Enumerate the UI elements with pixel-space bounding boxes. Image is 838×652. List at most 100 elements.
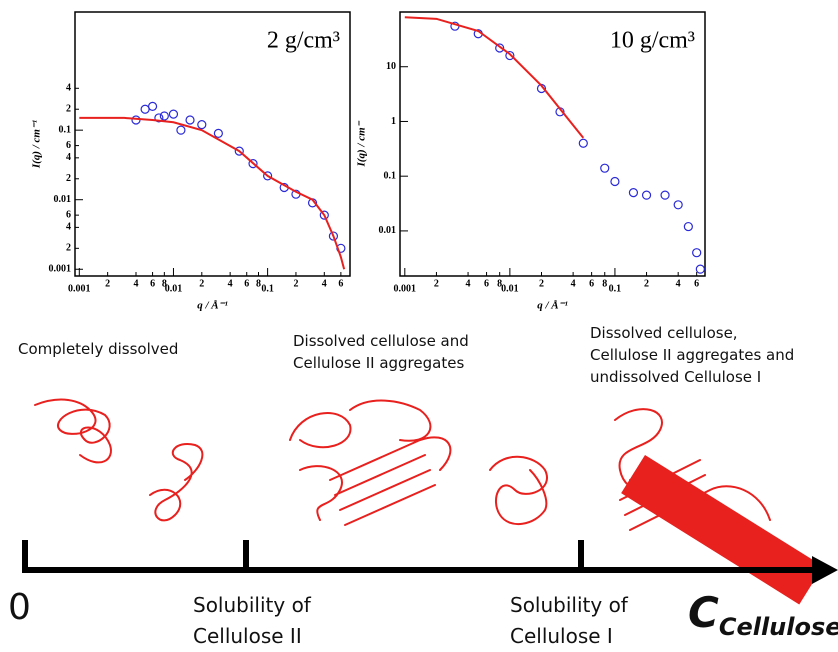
x-tick-label: 2 [293, 278, 298, 289]
y-tick-label: 6 [66, 209, 71, 220]
data-point [154, 113, 164, 123]
data-point [147, 101, 158, 111]
axis-label-line: Cellulose II [193, 624, 302, 648]
x-tick-label: 2 [434, 278, 439, 289]
fit-line [404, 16, 585, 139]
annotation: 10 g/cm³ [610, 28, 695, 54]
data-point [234, 146, 244, 156]
x-tick-label: 8 [256, 278, 261, 289]
x-tick-label: 4 [571, 278, 576, 289]
x-tick-label: 6 [338, 278, 343, 289]
caption: Dissolved cellulose and Cellulose II aggr… [293, 330, 469, 374]
data-point [628, 188, 639, 198]
concentration-axis [22, 540, 815, 573]
y-tick-label: 2 [66, 173, 71, 184]
axis-label-line: Cellulose I [510, 624, 613, 648]
data-point [660, 190, 670, 200]
x-tick-label: 4 [322, 278, 327, 289]
plot-frame [74, 11, 351, 277]
data-point [692, 248, 702, 258]
data-point [248, 159, 258, 169]
chain [289, 399, 452, 526]
caption-line: Cellulose II aggregates [293, 354, 465, 372]
data-point [213, 128, 223, 138]
data-point [495, 43, 505, 53]
y-tick-label: 10 [386, 61, 396, 72]
axis-label-line: 0 [8, 587, 31, 628]
chain [489, 455, 548, 525]
x-tick-label: 0.001 [68, 283, 91, 294]
x-tick-label: 0.001 [394, 283, 417, 294]
axis-title: CCellulose [688, 588, 838, 652]
y-tick-label: 4 [66, 83, 71, 94]
axis-label: 0 [8, 586, 31, 630]
data-point [168, 109, 179, 119]
x-tick-label: 6 [694, 278, 699, 289]
y-tick-label: 0.01 [379, 225, 397, 236]
axis-title-main: C [688, 588, 719, 637]
annotation: 2 g/cm³ [267, 28, 340, 54]
chart: 0.001 2 4 6 80.01 2 4 6 8 0.1 2 4 60.0012460.012460.… [31, 11, 351, 312]
x-tick-label: 4 [466, 278, 471, 289]
data-point [185, 115, 195, 125]
x-tick-label: 6 [244, 278, 249, 289]
x-tick-label: 6 [589, 278, 594, 289]
y-axis-label: I(q) / cm⁻ [356, 120, 368, 167]
x-tick-label: 8 [497, 278, 502, 289]
y-tick-label: 0.1 [59, 124, 72, 135]
x-tick-label: 4 [676, 278, 681, 289]
data-point [140, 104, 150, 114]
x-tick-label: 2 [199, 278, 204, 289]
x-tick-label: 2 [105, 278, 110, 289]
data-point [319, 210, 329, 220]
data-point [641, 190, 652, 200]
x-tick-label: 4 [228, 278, 233, 289]
x-tick-label: 6 [484, 278, 489, 289]
data-point [328, 231, 339, 241]
axis-label: Solubility of Cellulose I [510, 590, 628, 652]
y-tick-label: 4 [66, 152, 71, 163]
data-point [673, 200, 683, 210]
y-tick-label: 2 [66, 104, 71, 115]
y-tick-label: 2 [66, 243, 71, 254]
y-tick-label: 0.1 [384, 170, 397, 181]
caption: Dissolved cellulose, Cellulose II aggrega… [590, 322, 794, 388]
cellulose-i-crystal [621, 455, 824, 605]
y-tick-label: 0.01 [54, 194, 72, 205]
caption: Completely dissolved [18, 338, 178, 360]
y-tick-label: 4 [66, 222, 71, 233]
caption-line: Completely dissolved [18, 340, 179, 358]
chain [34, 398, 112, 464]
x-axis-label: q / Å⁻¹ [197, 300, 228, 312]
data-point [683, 221, 693, 232]
data-point [176, 125, 186, 135]
y-axis-label: I(q) / cm⁻¹ [31, 120, 43, 169]
y-tick-label: 0.001 [49, 264, 72, 275]
caption-line: Cellulose II aggregates and [590, 346, 795, 364]
data-point [197, 120, 207, 130]
x-tick-label: 2 [644, 278, 649, 289]
data-point [610, 176, 620, 187]
x-tick-label: 8 [162, 278, 167, 289]
x-tick-label: 0.01 [501, 283, 519, 294]
data-point [578, 138, 588, 148]
caption-line: Dissolved cellulose, [590, 324, 738, 342]
x-tick-label: 6 [150, 278, 155, 289]
x-tick-label: 8 [602, 278, 607, 289]
x-tick-label: 0.1 [609, 283, 622, 294]
x-tick-label: 4 [133, 278, 138, 289]
data-point [131, 115, 141, 125]
x-tick-label: 2 [539, 278, 544, 289]
data-point [263, 171, 273, 181]
x-tick-label: 0.1 [261, 283, 274, 294]
plot-frame [399, 11, 706, 277]
y-tick-label: 6 [66, 140, 71, 151]
y-tick-label: 1 [391, 116, 396, 127]
data-point [159, 111, 169, 121]
axis-label-line: Solubility of [193, 593, 311, 617]
data-point [600, 163, 610, 173]
axis-label-line: Solubility of [510, 593, 628, 617]
